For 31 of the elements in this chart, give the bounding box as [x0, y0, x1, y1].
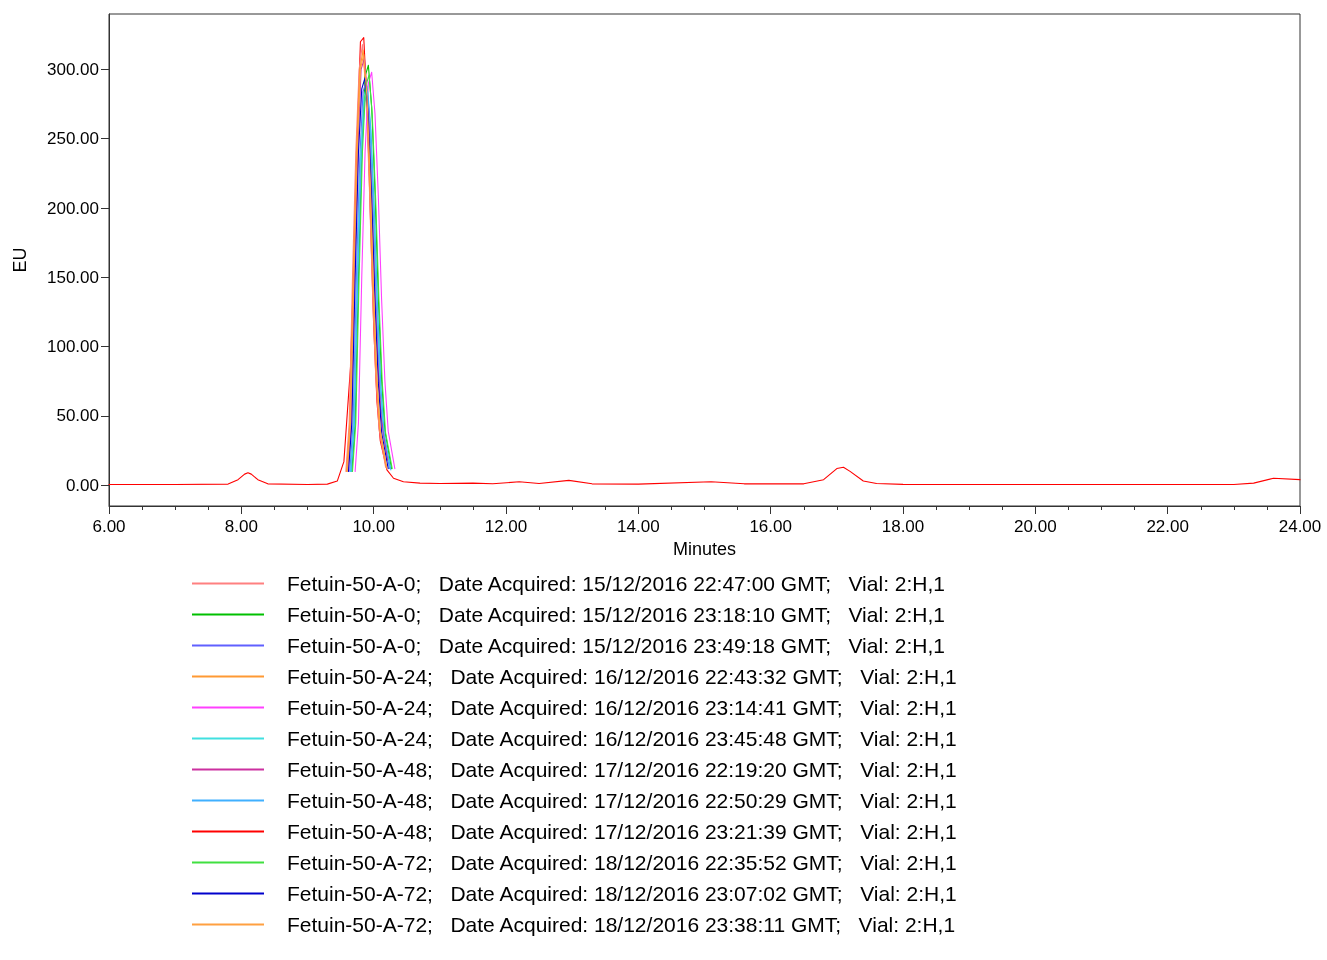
legend-label: Fetuin-50-A-72; Date Acquired: 18/12/2016 23:38:11 GMT; Vial: 2:H,1 — [287, 913, 956, 936]
x-tick-label: 24.00 — [1278, 517, 1322, 536]
x-tick-label: 18.00 — [881, 517, 925, 536]
y-tick-label: 50.00 — [56, 406, 99, 426]
x-tick-label: 16.00 — [749, 517, 792, 536]
legend-label: Fetuin-50-A-48; Date Acquired: 17/12/2016 23:21:39 GMT; Vial: 2:H,1 — [287, 820, 957, 843]
legend-label: Fetuin-50-A-72; Date Acquired: 18/12/2016 22:35:52 GMT; Vial: 2:H,1 — [287, 851, 957, 874]
legend-label: Fetuin-50-A-48; Date Acquired: 17/12/2016 22:50:29 GMT; Vial: 2:H,1 — [287, 789, 957, 812]
y-tick-label: 0.00 — [65, 475, 99, 495]
x-tick-label: 6.00 — [92, 517, 126, 536]
legend-label: Fetuin-50-A-72; Date Acquired: 18/12/2016 23:07:02 GMT; Vial: 2:H,1 — [287, 882, 957, 905]
legend-label: Fetuin-50-A-24; Date Acquired: 16/12/2016 23:14:41 GMT; Vial: 2:H,1 — [287, 696, 957, 719]
x-tick-label: 20.00 — [1014, 517, 1057, 536]
x-axis-title: Minutes — [672, 538, 737, 559]
x-tick-label: 12.00 — [484, 517, 528, 536]
x-tick-label: 10.00 — [352, 517, 395, 536]
y-tick-label: 200.00 — [47, 198, 99, 218]
legend-label: Fetuin-50-A-0; Date Acquired: 15/12/2016 23:18:10 GMT; Vial: 2:H,1 — [287, 603, 945, 626]
y-axis-title: EU — [10, 247, 30, 273]
legend-label: Fetuin-50-A-0; Date Acquired: 15/12/2016 22:47:00 GMT; Vial: 2:H,1 — [287, 572, 945, 595]
legend-label: Fetuin-50-A-0; Date Acquired: 15/12/2016 23:49:18 GMT; Vial: 2:H,1 — [287, 634, 945, 657]
legend-label: Fetuin-50-A-24; Date Acquired: 16/12/2016 22:43:32 GMT; Vial: 2:H,1 — [287, 665, 957, 688]
y-tick-label: 300.00 — [47, 59, 99, 79]
x-tick-label: 22.00 — [1146, 517, 1189, 536]
x-tick-label: 8.00 — [224, 517, 258, 536]
legend-label: Fetuin-50-A-24; Date Acquired: 16/12/2016 23:45:48 GMT; Vial: 2:H,1 — [287, 727, 957, 750]
x-tick-label: 14.00 — [617, 517, 660, 536]
legend-label: Fetuin-50-A-48; Date Acquired: 17/12/2016 22:19:20 GMT; Vial: 2:H,1 — [287, 758, 957, 781]
y-tick-label: 100.00 — [47, 337, 99, 357]
y-tick-label: 150.00 — [47, 267, 99, 287]
y-tick-label: 250.00 — [47, 129, 99, 149]
